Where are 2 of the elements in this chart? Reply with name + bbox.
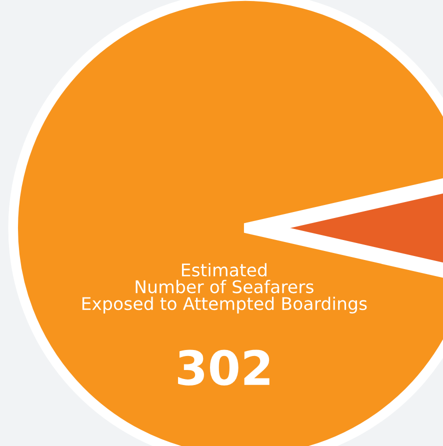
slice-label: Estimated Number of Seafarers Exposed to Attempted Boardings (82, 263, 367, 314)
data-label: 302 (178, 350, 270, 386)
